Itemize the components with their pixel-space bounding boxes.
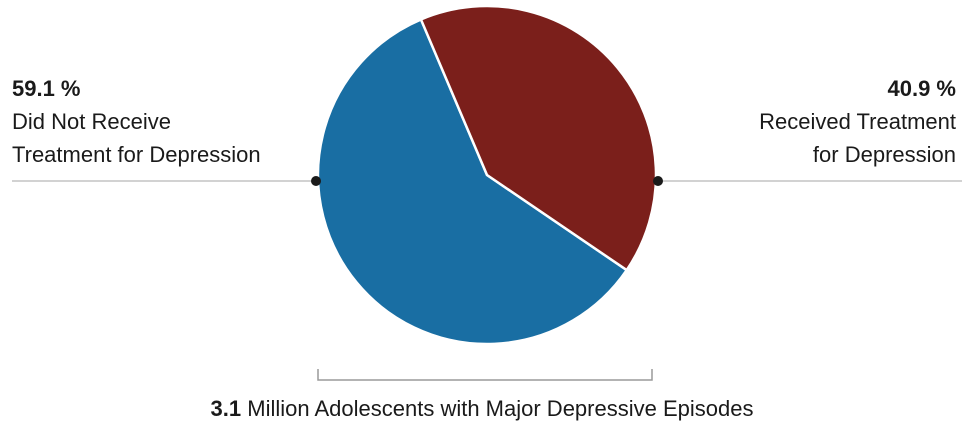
total-text: Million Adolescents with Major Depressiv… bbox=[241, 396, 754, 421]
slice-value-not-received: 59.1 % bbox=[12, 76, 81, 101]
slice-value-received: 40.9 % bbox=[887, 76, 957, 101]
total-caption: 3.1 Million Adolescents with Major Depre… bbox=[0, 394, 964, 424]
left-leader-dot bbox=[311, 176, 321, 186]
slice-label-not-received: 59.1 % Did Not Receive Treatment for Dep… bbox=[12, 72, 261, 171]
pie-slice-received bbox=[419, 4, 658, 272]
pie-slice-not-received bbox=[316, 18, 628, 346]
total-bracket bbox=[317, 369, 653, 381]
slice-name-line1-not-received: Did Not Receive bbox=[12, 109, 171, 134]
slice-label-received: 40.9 % Received Treatment for Depression bbox=[759, 72, 956, 171]
total-number: 3.1 bbox=[210, 396, 242, 421]
pie-slices bbox=[316, 4, 658, 346]
slice-name-line2-received: for Depression bbox=[812, 142, 956, 167]
slice-name-line2-not-received: Treatment for Depression bbox=[12, 142, 261, 167]
right-leader-dot bbox=[653, 176, 663, 186]
slice-name-line1-received: Received Treatment bbox=[759, 109, 956, 134]
